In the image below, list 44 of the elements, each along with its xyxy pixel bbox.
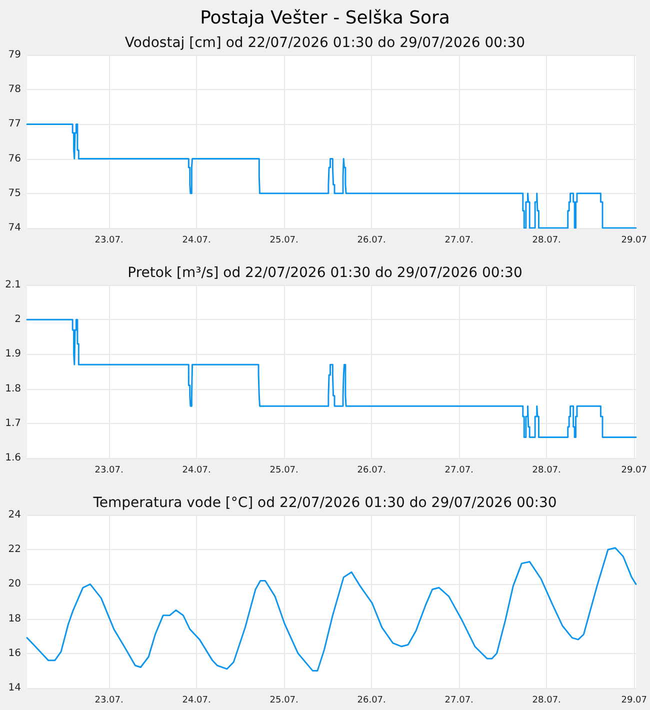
y-tick-label: 78	[8, 84, 21, 96]
chart-title: Postaja Vešter - Selška Sora	[200, 8, 450, 28]
x-tick-label: 25.07.	[270, 236, 298, 246]
x-tick-label: 27.07.	[444, 236, 474, 246]
x-tick-label: 24.07.	[182, 696, 211, 706]
chart-title: Temperatura vode [°C] od 22/07/2026 01:30 do 29/07/2026 00:30	[92, 495, 557, 511]
line-series	[26, 547, 637, 672]
x-tick-label: 25.07.	[270, 466, 298, 476]
x-tick-label: 26.07.	[357, 696, 386, 706]
y-tick-label: 2.1	[5, 280, 21, 290]
x-tick-label: 27.07.	[444, 466, 474, 476]
x-tick-label: 25.07.	[270, 696, 298, 706]
y-tick-label: 1.8	[5, 383, 21, 394]
x-tick-label: 26.07.	[357, 466, 386, 476]
y-tick-label: 2	[14, 314, 21, 326]
chart-title: Pretok [m³/s] od 22/07/2026 01:30 do 29/07/2026 00:30	[128, 265, 522, 281]
x-tick-label: 29.07	[621, 466, 647, 476]
y-tick-label: 24	[8, 510, 21, 520]
x-tick-label: 23.07.	[94, 236, 124, 246]
y-tick-label: 75	[8, 188, 21, 199]
y-tick-label: 18	[8, 613, 21, 624]
x-tick-label: 28.07.	[532, 466, 561, 476]
y-tick-label: 74	[8, 222, 21, 234]
x-tick-label: 29.07	[621, 236, 647, 246]
x-tick-label: 23.07.	[94, 466, 124, 476]
y-tick-label: 14	[8, 682, 21, 694]
x-tick-label: 23.07.	[94, 696, 124, 706]
y-tick-label: 22	[8, 544, 21, 556]
x-tick-label: 26.07.	[357, 236, 386, 246]
y-tick-label: 20	[8, 578, 21, 590]
y-tick-label: 76	[8, 153, 21, 164]
y-tick-label: 79	[8, 50, 21, 60]
x-tick-label: 28.07.	[532, 696, 561, 706]
x-tick-label: 24.07.	[182, 236, 211, 246]
y-tick-label: 1.9	[5, 348, 21, 360]
chart-subtitle: Vodostaj [cm] od 22/07/2026 01:30 do 29/07/2026 00:30	[124, 35, 526, 51]
x-tick-label: 27.07.	[444, 696, 474, 706]
x-tick-label: 29.07	[621, 696, 647, 706]
y-tick-label: 16	[8, 648, 21, 659]
x-tick-label: 28.07.	[532, 236, 561, 246]
y-tick-label: 1.6	[5, 452, 21, 464]
x-tick-label: 24.07.	[182, 466, 211, 476]
y-tick-label: 77	[8, 118, 21, 130]
y-tick-label: 1.7	[5, 418, 21, 429]
